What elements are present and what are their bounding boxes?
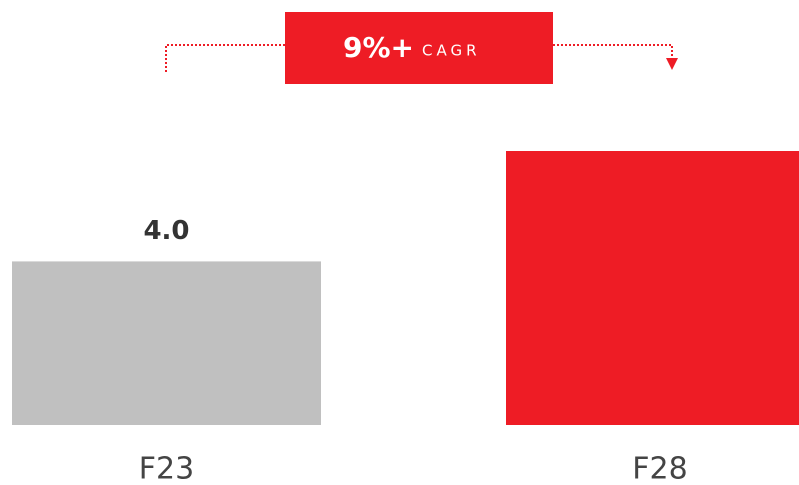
cagr-value: 9%+: [343, 31, 414, 64]
value-label: 4.0: [143, 216, 189, 246]
bar: [506, 151, 799, 425]
connector-right: [553, 44, 673, 60]
arrow-head: [666, 58, 678, 70]
x-tick-label: F28: [632, 452, 687, 485]
x-tick-label: F23: [139, 452, 194, 485]
cagr-label: CAGR: [422, 42, 481, 60]
bar: [12, 261, 321, 425]
cagr-box: [285, 12, 553, 84]
connector-left: [165, 44, 285, 72]
